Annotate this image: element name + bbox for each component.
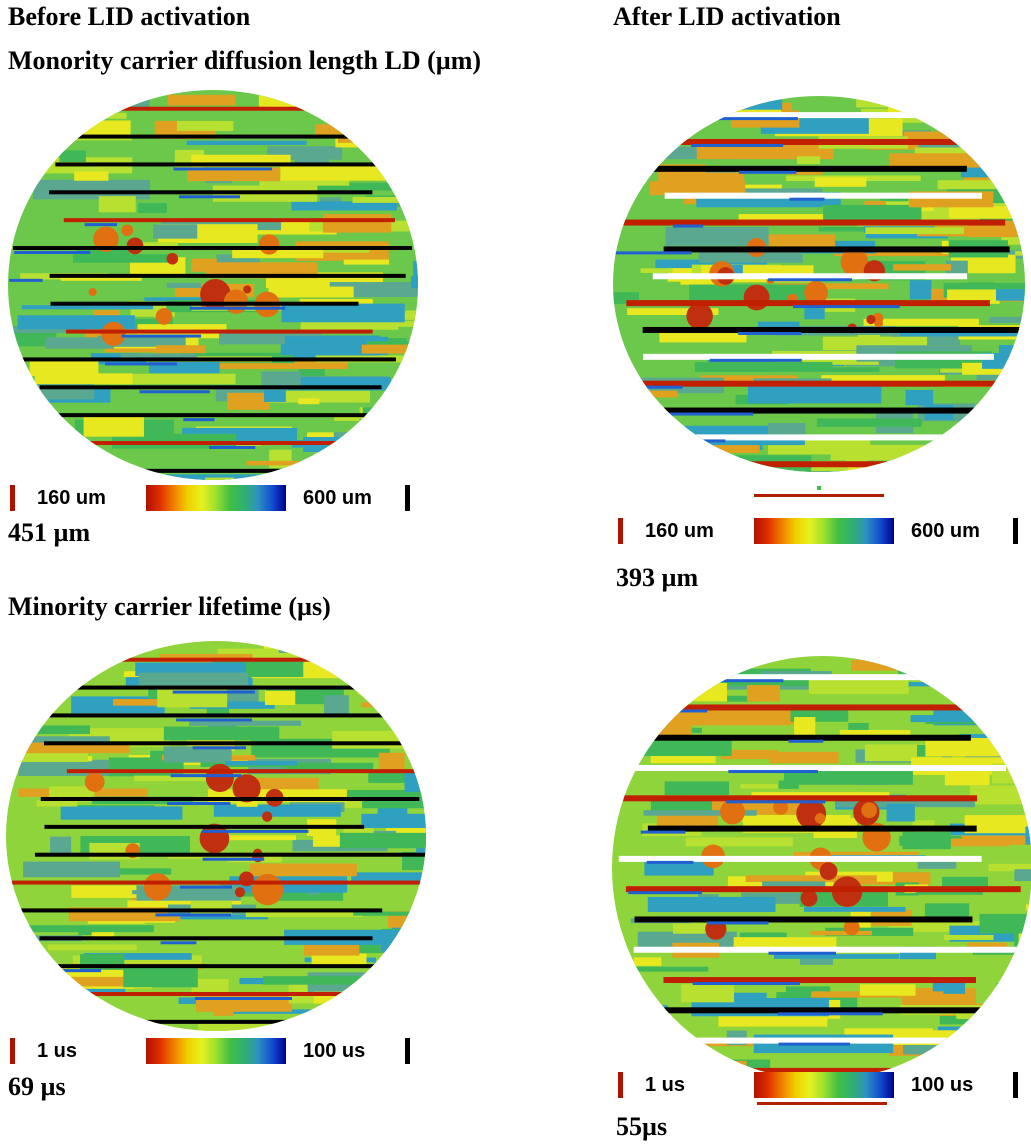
legend-max-swatch — [1013, 518, 1018, 544]
legend-max-label: 100 us — [303, 1039, 365, 1063]
legend-min-swatch — [10, 485, 15, 511]
legend-min-label: 1 us — [645, 1073, 685, 1097]
legend-min-label: 160 um — [645, 519, 714, 543]
mean-value: 393 µm — [616, 563, 698, 593]
column-header: Before LID activation — [8, 2, 250, 32]
wafer-map — [8, 90, 418, 520]
mean-value: 451 µm — [8, 518, 90, 548]
section-title: Minority carrier lifetime (µs) — [8, 592, 331, 622]
legend-min-swatch — [618, 1072, 623, 1098]
figure: Before LID activation After LID activati… — [0, 0, 1031, 1145]
color-scale — [146, 1038, 286, 1064]
section-title: Monority carrier diffusion length LD (µm… — [8, 46, 481, 76]
legend-max-swatch — [1013, 1072, 1018, 1098]
column-header: After LID activation — [613, 2, 841, 32]
legend-min-label: 1 us — [37, 1039, 77, 1063]
legend-max-label: 100 us — [911, 1073, 973, 1097]
mean-value: 69 µs — [8, 1072, 66, 1102]
legend-min-swatch — [618, 518, 623, 544]
wafer-map — [612, 656, 1031, 1120]
wafer-map — [6, 641, 426, 1071]
color-scale — [146, 485, 286, 511]
color-scale — [754, 518, 894, 544]
legend-min-label: 160 um — [37, 486, 106, 510]
legend-max-label: 600 um — [303, 486, 372, 510]
legend-max-label: 600 um — [911, 519, 980, 543]
legend-max-swatch — [405, 1038, 410, 1064]
color-scale — [754, 1072, 894, 1098]
legend-min-swatch — [10, 1038, 15, 1064]
wafer-map — [613, 96, 1025, 512]
legend-max-swatch — [405, 485, 410, 511]
mean-value: 55µs — [616, 1112, 667, 1142]
